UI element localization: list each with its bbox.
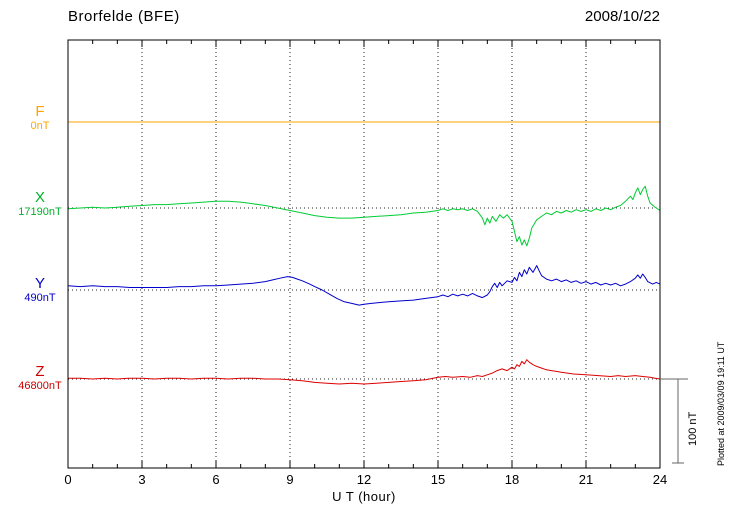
plotted-at-note: Plotted at 2009/03/09 19:11 UT — [716, 341, 726, 466]
series-label-x: X 17190nT — [10, 190, 70, 219]
plot-border — [67, 39, 661, 469]
series-label-f: F 0nT — [10, 104, 70, 133]
series-label-y: Y 490nT — [10, 276, 70, 305]
x-tick-9: 9 — [286, 472, 294, 487]
scale-bar-label: 100 nT — [687, 411, 699, 446]
series-label-z: Z 46800nT — [10, 364, 70, 393]
series-y-name: Y — [34, 275, 45, 292]
series-z-name: Z — [35, 363, 45, 380]
plot-date: 2008/10/22 — [584, 8, 660, 25]
x-tick-0: 0 — [64, 472, 72, 487]
series-x-baseline: 17190nT — [18, 206, 62, 218]
x-tick-12: 12 — [356, 472, 372, 487]
trace-Y — [67, 265, 661, 306]
x-tick-21: 21 — [578, 472, 594, 487]
x-tick-18: 18 — [504, 472, 520, 487]
x-tick-6: 6 — [212, 472, 220, 487]
x-tick-24: 24 — [652, 472, 668, 487]
x-tick-3: 3 — [138, 472, 146, 487]
x-tick-15: 15 — [430, 472, 446, 487]
trace-Z — [68, 359, 661, 385]
x-axis-label: U T (hour) — [332, 489, 396, 504]
trace-X — [67, 185, 661, 247]
series-f-baseline: 0nT — [30, 120, 50, 132]
station-title: Brorfelde (BFE) — [68, 8, 180, 25]
series-z-baseline: 46800nT — [18, 380, 62, 392]
series-f-name: F — [35, 103, 45, 120]
series-y-baseline: 490nT — [24, 292, 56, 304]
series-x-name: X — [34, 189, 45, 206]
